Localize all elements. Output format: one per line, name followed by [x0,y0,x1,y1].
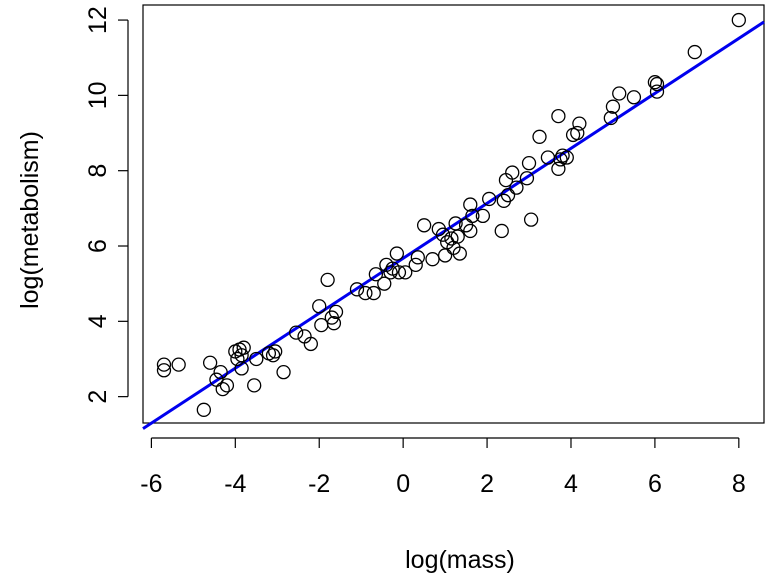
data-point [213,365,228,380]
data-point [505,165,520,180]
data-point [326,316,342,331]
data-point [523,212,539,227]
data-point [475,208,491,224]
data-point [425,252,440,267]
data-point [647,75,663,90]
data-point [236,340,251,355]
x-tick-label: 6 [648,470,662,498]
data-point [612,86,627,101]
data-point [276,365,291,380]
data-point [626,90,642,105]
data-point [389,246,405,261]
data-point [572,116,587,131]
data-point [687,44,702,60]
data-point [559,150,574,165]
x-tick-label: -6 [140,470,162,498]
x-axis-title: log(mass) [405,546,515,574]
data-point [649,76,665,92]
data-point [215,381,230,397]
data-point [383,265,398,280]
y-tick-label: 6 [84,239,112,253]
data-point [444,231,459,246]
y-tick-label: 4 [84,314,112,328]
data-point [377,276,392,291]
data-point [391,265,407,280]
data-point [196,402,211,417]
x-tick-label: -2 [308,470,330,498]
data-point [349,282,365,297]
points-group [156,12,746,417]
data-point [265,348,281,363]
data-point [463,223,478,239]
data-point [605,99,621,114]
y-tick-label: 8 [84,164,112,178]
plot-border [142,4,765,424]
data-point [570,125,585,141]
data-point [435,227,451,242]
data-point [416,218,432,233]
data-point [553,152,568,167]
data-point [509,180,524,195]
data-point [551,108,566,124]
data-point [230,351,245,367]
data-point [312,299,327,314]
data-point [368,267,384,282]
plot-frame [142,4,765,424]
data-point [156,363,172,378]
data-point [437,248,453,263]
data-point [494,223,509,239]
data-point [171,357,186,372]
data-point [649,84,665,99]
data-point [268,344,283,359]
data-point [465,208,480,224]
data-point [202,355,218,370]
data-point [328,304,344,320]
data-point [156,357,172,372]
fit-line-group [142,20,765,430]
data-point [500,188,516,203]
data-point [731,12,746,28]
data-point [482,191,497,207]
x-tick-label: 8 [732,470,746,498]
regression-line [142,20,765,430]
y-axis-title: log(metabolism) [16,131,44,309]
data-point [452,246,467,261]
data-point [463,197,478,212]
y-axis: 2 4 6 8 10 12 [84,6,129,404]
x-axis: -6 -4 -2 0 2 4 6 8 [140,437,746,498]
data-point [603,110,618,126]
data-point [551,161,566,176]
x-tick-label: 0 [396,470,410,498]
data-point [450,229,465,244]
data-point [519,171,535,186]
data-point [532,129,547,144]
x-tick-label: 2 [480,470,494,498]
data-point [249,351,264,367]
x-tick-label: -4 [224,470,246,498]
data-point [398,265,413,280]
x-tick-label: 4 [564,470,578,498]
data-point [219,378,235,393]
y-tick-label: 12 [84,6,112,34]
y-tick-label: 10 [84,81,112,109]
data-point [320,272,335,288]
data-point [289,325,304,340]
data-point [366,285,381,301]
data-point [358,285,373,301]
data-point [303,336,318,352]
data-point [408,257,423,272]
data-point [234,348,249,363]
data-point [247,378,262,393]
data-point [410,250,425,265]
y-tick-label: 2 [84,390,112,404]
data-point [521,156,537,171]
